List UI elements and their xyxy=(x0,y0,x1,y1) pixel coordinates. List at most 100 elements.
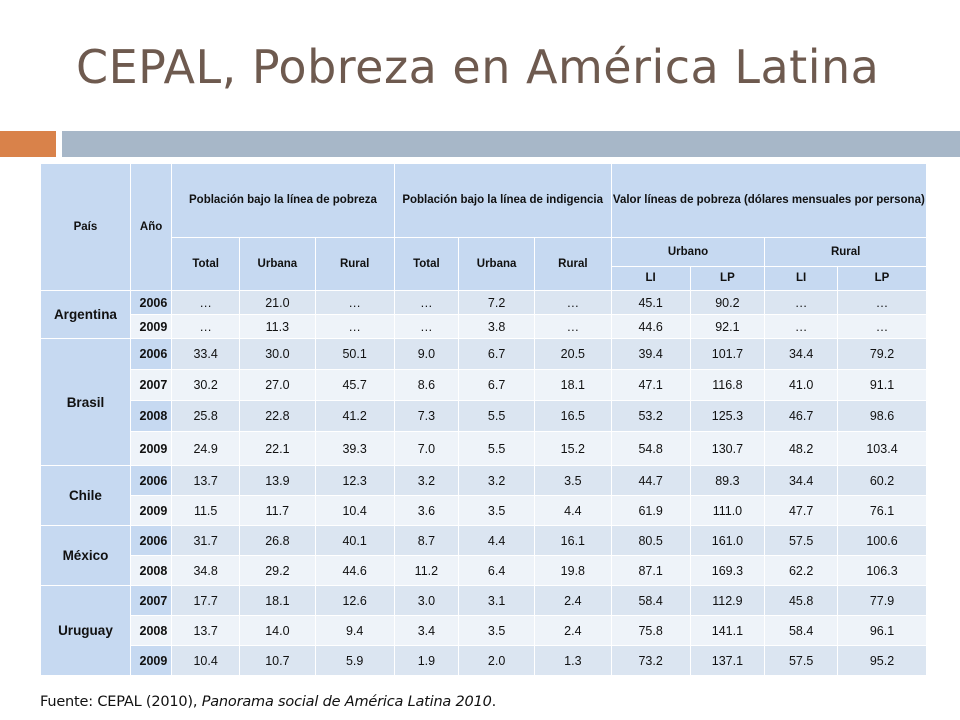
year-cell: 2008 xyxy=(129,400,173,432)
header-rural-li: LI xyxy=(764,266,839,291)
value-cell: 54.8 xyxy=(610,431,691,466)
header-pobreza-total: Total xyxy=(171,237,240,291)
value-cell: 18.1 xyxy=(238,585,316,616)
value-cell: 61.9 xyxy=(610,495,691,526)
year-cell: 2009 xyxy=(129,314,173,339)
header-indigencia: Población bajo la línea de indigencia xyxy=(393,163,612,238)
poverty-table: País Año Población bajo la línea de pobr… xyxy=(40,163,928,676)
slide-title: CEPAL, Pobreza en América Latina xyxy=(76,40,880,94)
source-prefix: Fuente: CEPAL (2010), xyxy=(40,694,202,710)
value-cell: 34.4 xyxy=(764,465,839,496)
value-cell: 3.5 xyxy=(458,615,535,646)
table-row: 2008 34.8 29.2 44.6 11.2 6.4 19.8 87.1 169.3 62.2… xyxy=(41,555,927,586)
table-row: 2008 25.8 22.8 41.2 7.3 5.5 16.5 53.2 125.3 46.7 9… xyxy=(41,400,927,432)
value-cell: 39.3 xyxy=(314,431,395,466)
year-cell: 2009 xyxy=(129,645,173,676)
value-cell: 3.0 xyxy=(393,585,460,616)
value-cell: 3.2 xyxy=(458,465,535,496)
value-cell: 7.2 xyxy=(458,290,535,315)
value-cell: 5.5 xyxy=(458,400,535,432)
value-cell: … xyxy=(764,290,839,315)
value-cell: 79.2 xyxy=(837,338,927,370)
value-cell: 44.6 xyxy=(314,555,395,586)
value-cell: 3.8 xyxy=(458,314,535,339)
value-cell: 34.8 xyxy=(171,555,240,586)
value-cell: 46.7 xyxy=(764,400,839,432)
value-cell: 16.5 xyxy=(533,400,612,432)
value-cell: 5.5 xyxy=(458,431,535,466)
value-cell: 21.0 xyxy=(238,290,316,315)
header-valor-rural: Rural xyxy=(764,237,927,267)
value-cell: 18.1 xyxy=(533,369,612,401)
country-cell: México xyxy=(40,525,131,586)
value-cell: 91.1 xyxy=(837,369,927,401)
value-cell: 5.9 xyxy=(314,645,395,676)
value-cell: 7.0 xyxy=(393,431,460,466)
header-urbano-lp: LP xyxy=(689,266,766,291)
value-cell: 11.2 xyxy=(393,555,460,586)
header-anio: Año xyxy=(129,163,173,291)
value-cell: 3.6 xyxy=(393,495,460,526)
value-cell: 87.1 xyxy=(610,555,691,586)
table-row: 2009… 11.3…… 3.8… 44.6 92.1…… xyxy=(41,314,927,339)
value-cell: 9.4 xyxy=(314,615,395,646)
value-cell: 100.6 xyxy=(837,525,927,556)
value-cell: 3.4 xyxy=(393,615,460,646)
value-cell: 17.7 xyxy=(171,585,240,616)
year-cell: 2009 xyxy=(129,431,173,466)
value-cell: 50.1 xyxy=(314,338,395,370)
value-cell: … xyxy=(171,314,240,339)
value-cell: 1.9 xyxy=(393,645,460,676)
value-cell: 25.8 xyxy=(171,400,240,432)
value-cell: 3.2 xyxy=(393,465,460,496)
header-pobreza-rural: Rural xyxy=(314,237,395,291)
table-body: Argentina 2006… 21.0…… 7.2… 45.1 90.2…… 2009… 1… xyxy=(40,290,927,676)
value-cell: … xyxy=(393,290,460,315)
header-indigencia-rural: Rural xyxy=(533,237,612,291)
table-row: Uruguay 2007 17.7 18.1 12.6 3.0 3.1 2.4 58.4 112.… xyxy=(40,585,927,676)
value-cell: 75.8 xyxy=(610,615,691,646)
value-cell: 58.4 xyxy=(610,585,691,616)
value-cell: 15.2 xyxy=(533,431,612,466)
year-cell: 2007 xyxy=(129,369,173,401)
value-cell: 48.2 xyxy=(764,431,839,466)
value-cell: 92.1 xyxy=(689,314,766,339)
value-cell: 27.0 xyxy=(238,369,316,401)
table-row: 2007 30.2 27.0 45.7 8.6 6.7 18.1 47.1 116.8 41.0 9… xyxy=(41,369,927,401)
value-cell: 73.2 xyxy=(610,645,691,676)
poverty-table-container: País Año Población bajo la línea de pobr… xyxy=(40,163,928,676)
value-cell: 11.3 xyxy=(238,314,316,339)
table-row: 2009 10.4 10.7 5.9 1.9 2.0 1.3 73.2 137.1 57.5 95.… xyxy=(41,645,927,676)
value-cell: 103.4 xyxy=(837,431,927,466)
header-indigencia-urbana: Urbana xyxy=(458,237,535,291)
value-cell: … xyxy=(837,290,927,315)
accent-bar-orange xyxy=(0,131,56,157)
value-cell: 169.3 xyxy=(689,555,766,586)
value-cell: 9.0 xyxy=(393,338,460,370)
source-note: Fuente: CEPAL (2010), Panorama social de… xyxy=(40,694,496,710)
value-cell: 12.3 xyxy=(314,465,395,496)
value-cell: 30.0 xyxy=(238,338,316,370)
value-cell: 45.7 xyxy=(314,369,395,401)
header-valor-lineas: Valor líneas de pobreza (dólares mensual… xyxy=(610,163,928,238)
value-cell: 26.8 xyxy=(238,525,316,556)
accent-bar-blue xyxy=(62,131,960,157)
value-cell: 57.5 xyxy=(764,525,839,556)
value-cell: 47.1 xyxy=(610,369,691,401)
value-cell: … xyxy=(533,290,612,315)
value-cell: 60.2 xyxy=(837,465,927,496)
header-indigencia-total: Total xyxy=(393,237,460,291)
value-cell: 8.6 xyxy=(393,369,460,401)
value-cell: 22.1 xyxy=(238,431,316,466)
value-cell: 45.1 xyxy=(610,290,691,315)
year-cell: 2006 xyxy=(129,525,173,556)
country-cell: Chile xyxy=(40,465,131,526)
value-cell: 62.2 xyxy=(764,555,839,586)
value-cell: 10.4 xyxy=(171,645,240,676)
value-cell: 29.2 xyxy=(238,555,316,586)
value-cell: 57.5 xyxy=(764,645,839,676)
value-cell: 24.9 xyxy=(171,431,240,466)
country-cell: Brasil xyxy=(40,338,131,466)
value-cell: 77.9 xyxy=(837,585,927,616)
header-pobreza-urbana: Urbana xyxy=(238,237,316,291)
